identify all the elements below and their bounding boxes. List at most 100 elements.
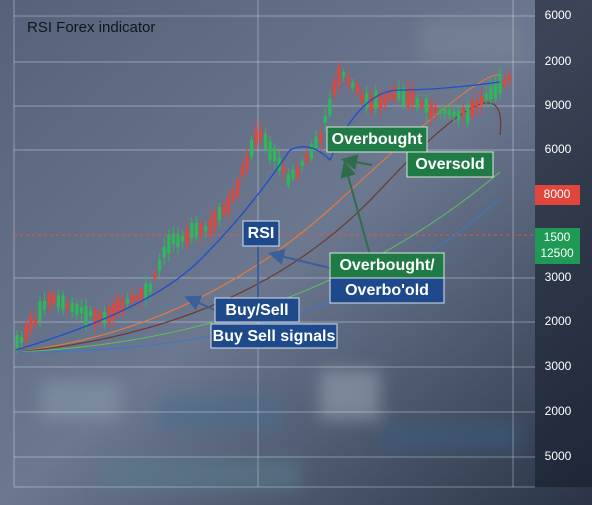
badge-green [535,228,580,264]
axis-label: 9000 [545,98,572,112]
candle-body [411,88,415,106]
candle-body [185,228,189,245]
candle-body [484,93,488,101]
candle-body [240,166,244,176]
candle-body [24,324,28,341]
candle-body [300,161,304,166]
candle-body [503,78,507,86]
candle-body [29,315,33,331]
annotation-box [214,297,300,323]
candle-body [374,91,378,110]
candle-body [98,313,102,324]
candle-body [153,273,157,279]
badge-green-text: 1500 [544,230,571,244]
candle-body [61,295,65,310]
candle-body [236,179,240,195]
ma-line [15,74,501,353]
candle-body [319,133,323,142]
candle-body [443,109,447,114]
candle-body [70,303,74,313]
candle-body [342,72,346,77]
annotation-box [406,151,494,178]
arrow [268,249,331,269]
candle-body [452,111,456,117]
candle-body [369,94,373,112]
annotation: Overbo'old [345,282,429,299]
candle-body [424,98,428,113]
candle-body [447,109,451,116]
candle-body [259,129,263,139]
candle-body [434,106,438,113]
candle-body [222,205,226,216]
candle-body [470,101,474,117]
candle-body [268,140,272,161]
candle-body [93,310,97,326]
candle-body [75,303,79,315]
candle-body [328,99,332,116]
title: RSI Forex indicator [27,19,155,36]
candle-body [89,311,93,316]
annotation: Buy/Sell [225,302,288,319]
candle-body [171,233,175,245]
candle-body [121,300,125,314]
candle-body [493,83,497,100]
candle-body [360,93,364,103]
arrow [340,161,371,256]
candle-body [420,101,424,108]
candle-body [305,153,309,162]
candle-body [392,88,396,101]
candle-body [254,129,258,146]
candle-body [231,189,235,201]
candle-body [438,110,442,115]
annotation: Overbought [332,131,423,148]
candle-body [15,334,19,348]
axis-label: 2000 [545,404,572,418]
candle-body [415,97,419,108]
rsi-line [15,81,501,351]
candle-body [250,139,254,157]
axis-label: 6000 [545,142,572,156]
axis-label: 3000 [545,359,572,373]
candle-body [167,234,171,254]
candle-body [84,305,88,325]
candle-body [401,88,405,105]
annotation-box [329,277,445,304]
axis-label: 6000 [545,8,572,22]
candle-body [507,74,511,82]
candle-body [475,100,479,109]
annotation-box [326,126,428,153]
annotation: Oversold [415,156,484,173]
candle-body [20,337,24,343]
candle-body [309,144,313,159]
candle-body [457,111,461,120]
candle-body [378,93,382,110]
candle-body [346,76,350,86]
badge-red [535,185,580,205]
candle-body [498,73,502,94]
candle-body [181,236,185,242]
candle-body [332,81,336,96]
candle-body [227,196,231,212]
candle-body [139,288,143,301]
candle-body [337,66,341,86]
candle-body [56,295,60,308]
candle-body [365,93,369,108]
candle-body [176,234,180,247]
badge-red-text: 8000 [544,187,571,201]
candle-body [263,134,267,150]
candle-body [466,106,470,124]
annotation: RSI [248,225,275,242]
candle-body [199,223,203,236]
candle-body [148,284,152,293]
candle-body [43,300,47,310]
candle-body [323,116,327,123]
annotation-box [242,220,280,247]
candle-body [429,102,433,119]
candle-body [47,293,51,307]
candle-body [351,82,355,88]
candle-body [213,211,217,229]
candle-body [194,222,198,238]
candle-body [480,96,484,106]
axis-label: 5000 [545,449,572,463]
